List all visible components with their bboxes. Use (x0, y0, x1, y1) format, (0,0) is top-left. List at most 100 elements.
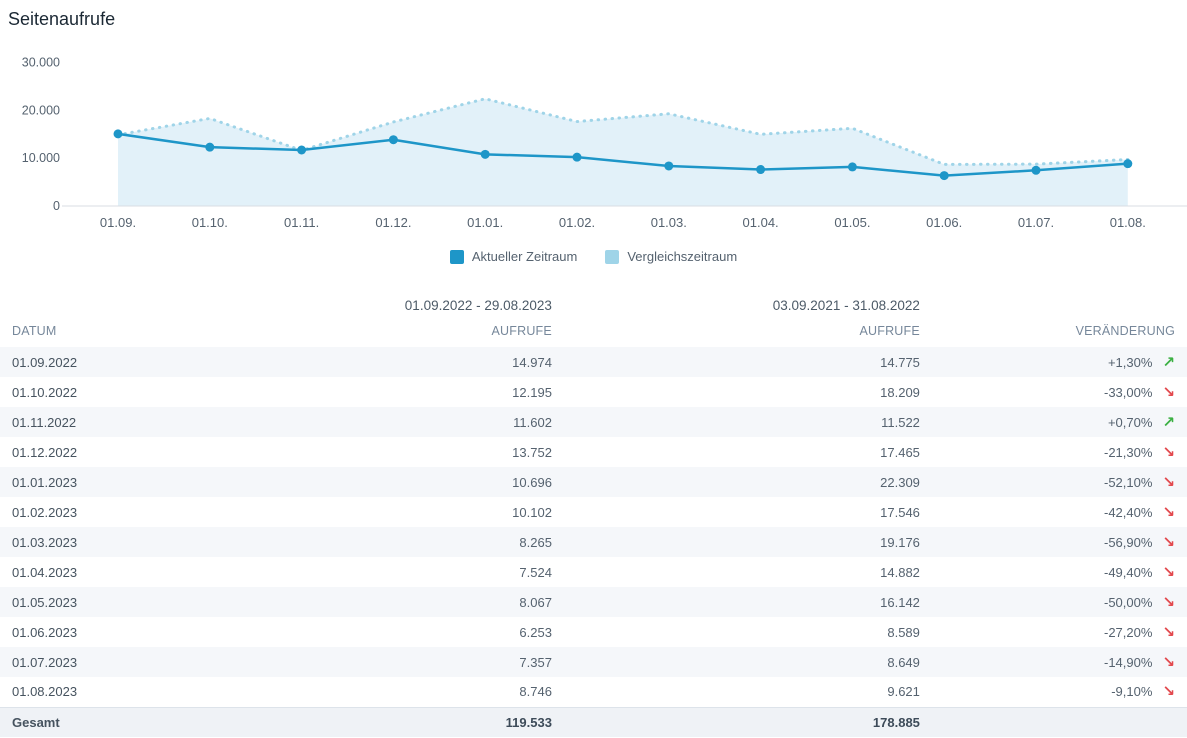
x-axis-tick-label: 01.12. (375, 215, 411, 230)
table-row: 01.07.2023 7.357 8.649 -14,90% ↘ (0, 647, 1187, 677)
trend-down-icon: ↘ (1162, 503, 1175, 521)
data-point[interactable] (847, 162, 857, 172)
current-period-swatch-icon (449, 249, 464, 264)
data-point[interactable] (388, 135, 398, 145)
table-row: 01.08.2023 8.746 9.621 -9,10% ↘ (0, 677, 1187, 707)
trend-up-icon: ↗ (1162, 413, 1175, 431)
data-point[interactable] (664, 161, 674, 171)
comparison-aufrufe-cell: 18.209 (880, 384, 920, 400)
current-aufrufe-cell: 6.253 (519, 624, 552, 640)
legend-item-comparison[interactable]: Vergleichszeitraum (605, 249, 737, 264)
y-axis-tick-label: 10.000 (22, 151, 60, 165)
x-axis-tick-label: 01.11. (284, 215, 319, 230)
current-aufrufe-cell: 8.265 (356, 527, 552, 557)
change-percent: -9,10% (1111, 684, 1153, 700)
comparison-aufrufe-cell: 11.522 (551, 407, 920, 437)
trend-down-icon: ↘ (1162, 443, 1175, 461)
change-percent: -56,90% (1104, 534, 1153, 550)
current-aufrufe-cell: 13.752 (512, 444, 552, 460)
change-percent: -50,00% (1104, 594, 1153, 610)
trend-down-icon: ↘ (1162, 533, 1175, 551)
comparison-aufrufe-cell: 8.649 (551, 647, 920, 677)
page-title: Seitenaufrufe (8, 9, 116, 29)
comparison-aufrufe-cell: 22.309 (551, 467, 920, 497)
table-row: 01.02.2023 10.102 17.546 -42,40% ↘ (0, 497, 1187, 527)
comparison-aufrufe-cell: 16.142 (551, 587, 920, 617)
date-cell: 01.09.2022 (0, 347, 357, 377)
period-header-spacer (0, 292, 356, 322)
comparison-aufrufe-cell: 9.621 (887, 684, 920, 700)
data-point[interactable] (297, 145, 307, 155)
date-cell: 01.11.2022 (0, 407, 357, 437)
data-point[interactable] (1031, 165, 1041, 175)
date-cell: 01.07.2023 (0, 647, 357, 677)
total-comparison-aufrufe: 178.885 (551, 706, 920, 737)
legend-item-current[interactable]: Aktueller Zeitraum (449, 249, 577, 264)
table-row: 01.11.2022 11.602 11.522 +0,70% ↗ (0, 407, 1187, 437)
change-percent: +1,30% (1107, 354, 1153, 370)
trend-down-icon: ↘ (1162, 383, 1175, 401)
table-body: 01.09.2022 14.974 14.775 +1,30% ↗ 01.10.2022 1… (0, 347, 1187, 707)
column-header-veraenderung: VERÄNDERUNG (1075, 324, 1175, 338)
change-percent: -42,40% (1104, 504, 1153, 520)
table-row: 01.12.2022 13.752 17.465 -21,30% ↘ (0, 437, 1187, 467)
date-cell: 01.01.2023 (0, 467, 357, 497)
comparison-aufrufe-cell: 19.176 (551, 527, 920, 557)
change-percent: +0,70% (1107, 414, 1153, 430)
trend-down-icon: ↘ (1162, 473, 1175, 491)
data-point[interactable] (205, 142, 215, 152)
x-axis-tick-label: 01.09. (100, 215, 136, 230)
x-axis-tick-label: 01.01. (467, 215, 503, 230)
x-axis-tick-label: 01.06. (926, 215, 962, 230)
change-percent: -27,20% (1104, 624, 1153, 640)
change-percent: -49,40% (1104, 564, 1153, 580)
table-row: 01.01.2023 10.696 22.309 -52,10% ↘ (0, 467, 1187, 497)
x-axis-tick-label: 01.03. (651, 215, 687, 230)
trend-down-icon: ↘ (1162, 683, 1175, 701)
comparison-aufrufe-cell: 8.589 (887, 624, 920, 640)
comparison-aufrufe-cell: 17.546 (880, 504, 920, 520)
date-cell: 01.06.2023 (12, 624, 78, 640)
trend-down-icon: ↘ (1162, 593, 1175, 611)
change-cell: -52,10% ↘ (919, 467, 1187, 497)
comparison-area (118, 98, 1128, 206)
data-point[interactable] (113, 129, 123, 139)
x-axis-tick-label: 01.05. (834, 215, 870, 230)
change-percent: -21,30% (1104, 444, 1153, 460)
comparison-line (116, 97, 1130, 166)
data-point[interactable] (572, 152, 582, 162)
change-cell: -21,30% ↘ (920, 437, 1187, 467)
change-cell: -27,20% ↘ (920, 617, 1187, 647)
change-percent: -14,90% (1104, 654, 1153, 670)
current-aufrufe-cell: 12.195 (512, 384, 552, 400)
current-aufrufe-cell: 10.696 (356, 467, 552, 497)
current-aufrufe-cell: 11.602 (356, 407, 552, 437)
total-current-aufrufe: 119.533 (356, 706, 552, 737)
date-cell: 01.12.2022 (12, 444, 78, 460)
current-aufrufe-cell: 7.357 (356, 647, 552, 677)
change-cell: -33,00% ↘ (920, 377, 1187, 407)
pageviews-chart[interactable]: 0 10.000 20.000 30.000 01.09. 01.10. 01.11. 01.… (0, 0, 1187, 237)
date-cell: 01.10.2022 (12, 384, 78, 400)
change-percent: -33,00% (1104, 384, 1153, 400)
column-header-aufrufe-comparison: AUFRUFE (859, 324, 920, 338)
change-cell: -49,40% ↘ (920, 557, 1187, 587)
data-point[interactable] (939, 171, 949, 181)
change-cell: +1,30% ↗ (919, 347, 1187, 377)
y-axis-tick-label: 30.000 (22, 56, 60, 70)
data-point[interactable] (480, 149, 490, 159)
table-row: 01.03.2023 8.265 19.176 -56,90% ↘ (0, 527, 1187, 557)
comparison-period-swatch-icon (605, 249, 620, 264)
period-header-spacer (920, 292, 1187, 322)
change-percent: -52,10% (1104, 474, 1153, 490)
comparison-aufrufe-cell: 14.775 (551, 347, 920, 377)
current-aufrufe-cell: 8.746 (519, 684, 552, 700)
data-point[interactable] (1123, 159, 1133, 169)
table-row: 01.06.2023 6.253 8.589 -27,20% ↘ (0, 617, 1187, 647)
current-period-range: 01.09.2022 - 29.08.2023 (404, 298, 552, 313)
period-header-row: 01.09.2022 - 29.08.2023 03.09.2021 - 31.… (0, 292, 1187, 322)
date-cell: 01.08.2023 (12, 684, 78, 700)
y-axis-tick-label: 20.000 (22, 103, 60, 117)
data-point[interactable] (756, 165, 766, 175)
